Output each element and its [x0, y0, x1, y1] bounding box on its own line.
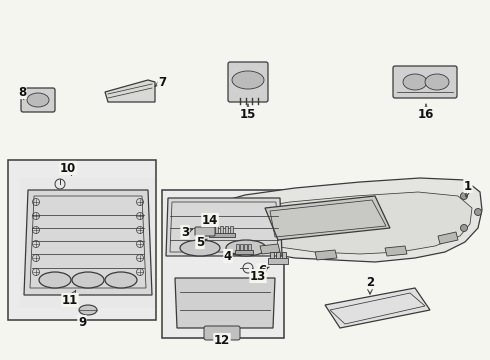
- Ellipse shape: [79, 305, 97, 315]
- Polygon shape: [166, 198, 282, 256]
- Bar: [244, 244, 247, 251]
- Circle shape: [52, 277, 58, 283]
- Ellipse shape: [232, 71, 264, 89]
- Circle shape: [474, 208, 482, 216]
- Circle shape: [461, 225, 467, 231]
- Ellipse shape: [403, 74, 427, 90]
- Text: 15: 15: [240, 104, 256, 121]
- Bar: [270, 252, 274, 262]
- Bar: [230, 226, 233, 234]
- Text: 1: 1: [464, 180, 472, 197]
- Bar: [215, 226, 218, 234]
- FancyBboxPatch shape: [204, 326, 240, 340]
- Text: 14: 14: [202, 213, 218, 227]
- Polygon shape: [178, 178, 482, 262]
- Polygon shape: [105, 80, 155, 102]
- Bar: [236, 244, 239, 251]
- Bar: [276, 252, 280, 262]
- Bar: [268, 258, 288, 264]
- Bar: [209, 233, 235, 237]
- Polygon shape: [20, 178, 155, 308]
- Circle shape: [461, 193, 467, 199]
- Ellipse shape: [27, 93, 49, 107]
- Bar: [240, 244, 243, 251]
- Polygon shape: [260, 244, 280, 254]
- Text: 13: 13: [250, 269, 266, 283]
- Ellipse shape: [105, 272, 137, 288]
- Polygon shape: [385, 246, 407, 256]
- Bar: [248, 244, 251, 251]
- Ellipse shape: [39, 272, 71, 288]
- Polygon shape: [175, 278, 275, 328]
- FancyBboxPatch shape: [195, 227, 215, 236]
- FancyBboxPatch shape: [228, 62, 268, 102]
- Text: 9: 9: [78, 315, 86, 328]
- Bar: [8, 160, 156, 320]
- Circle shape: [118, 277, 124, 283]
- Ellipse shape: [180, 240, 220, 256]
- Text: 8: 8: [18, 86, 26, 99]
- Text: 4: 4: [224, 249, 235, 262]
- FancyBboxPatch shape: [393, 66, 457, 98]
- Bar: [225, 226, 228, 234]
- Ellipse shape: [72, 272, 104, 288]
- Circle shape: [85, 277, 91, 283]
- Polygon shape: [24, 190, 152, 295]
- Polygon shape: [265, 196, 390, 240]
- Bar: [210, 226, 213, 234]
- Bar: [282, 252, 286, 262]
- Text: 11: 11: [62, 291, 78, 306]
- Text: 16: 16: [418, 104, 434, 121]
- Text: 10: 10: [60, 162, 76, 175]
- Text: 3: 3: [181, 225, 193, 239]
- Text: 7: 7: [155, 76, 166, 89]
- Text: 6: 6: [258, 264, 270, 276]
- Text: 2: 2: [366, 275, 374, 294]
- Bar: [235, 250, 253, 254]
- Text: 5: 5: [196, 235, 207, 248]
- Ellipse shape: [226, 240, 266, 256]
- Ellipse shape: [425, 74, 449, 90]
- Polygon shape: [315, 250, 337, 260]
- Polygon shape: [325, 288, 430, 328]
- Polygon shape: [210, 192, 472, 254]
- Text: 12: 12: [214, 333, 230, 346]
- Bar: [162, 190, 284, 338]
- Bar: [220, 226, 223, 234]
- Polygon shape: [438, 232, 458, 244]
- FancyBboxPatch shape: [21, 88, 55, 112]
